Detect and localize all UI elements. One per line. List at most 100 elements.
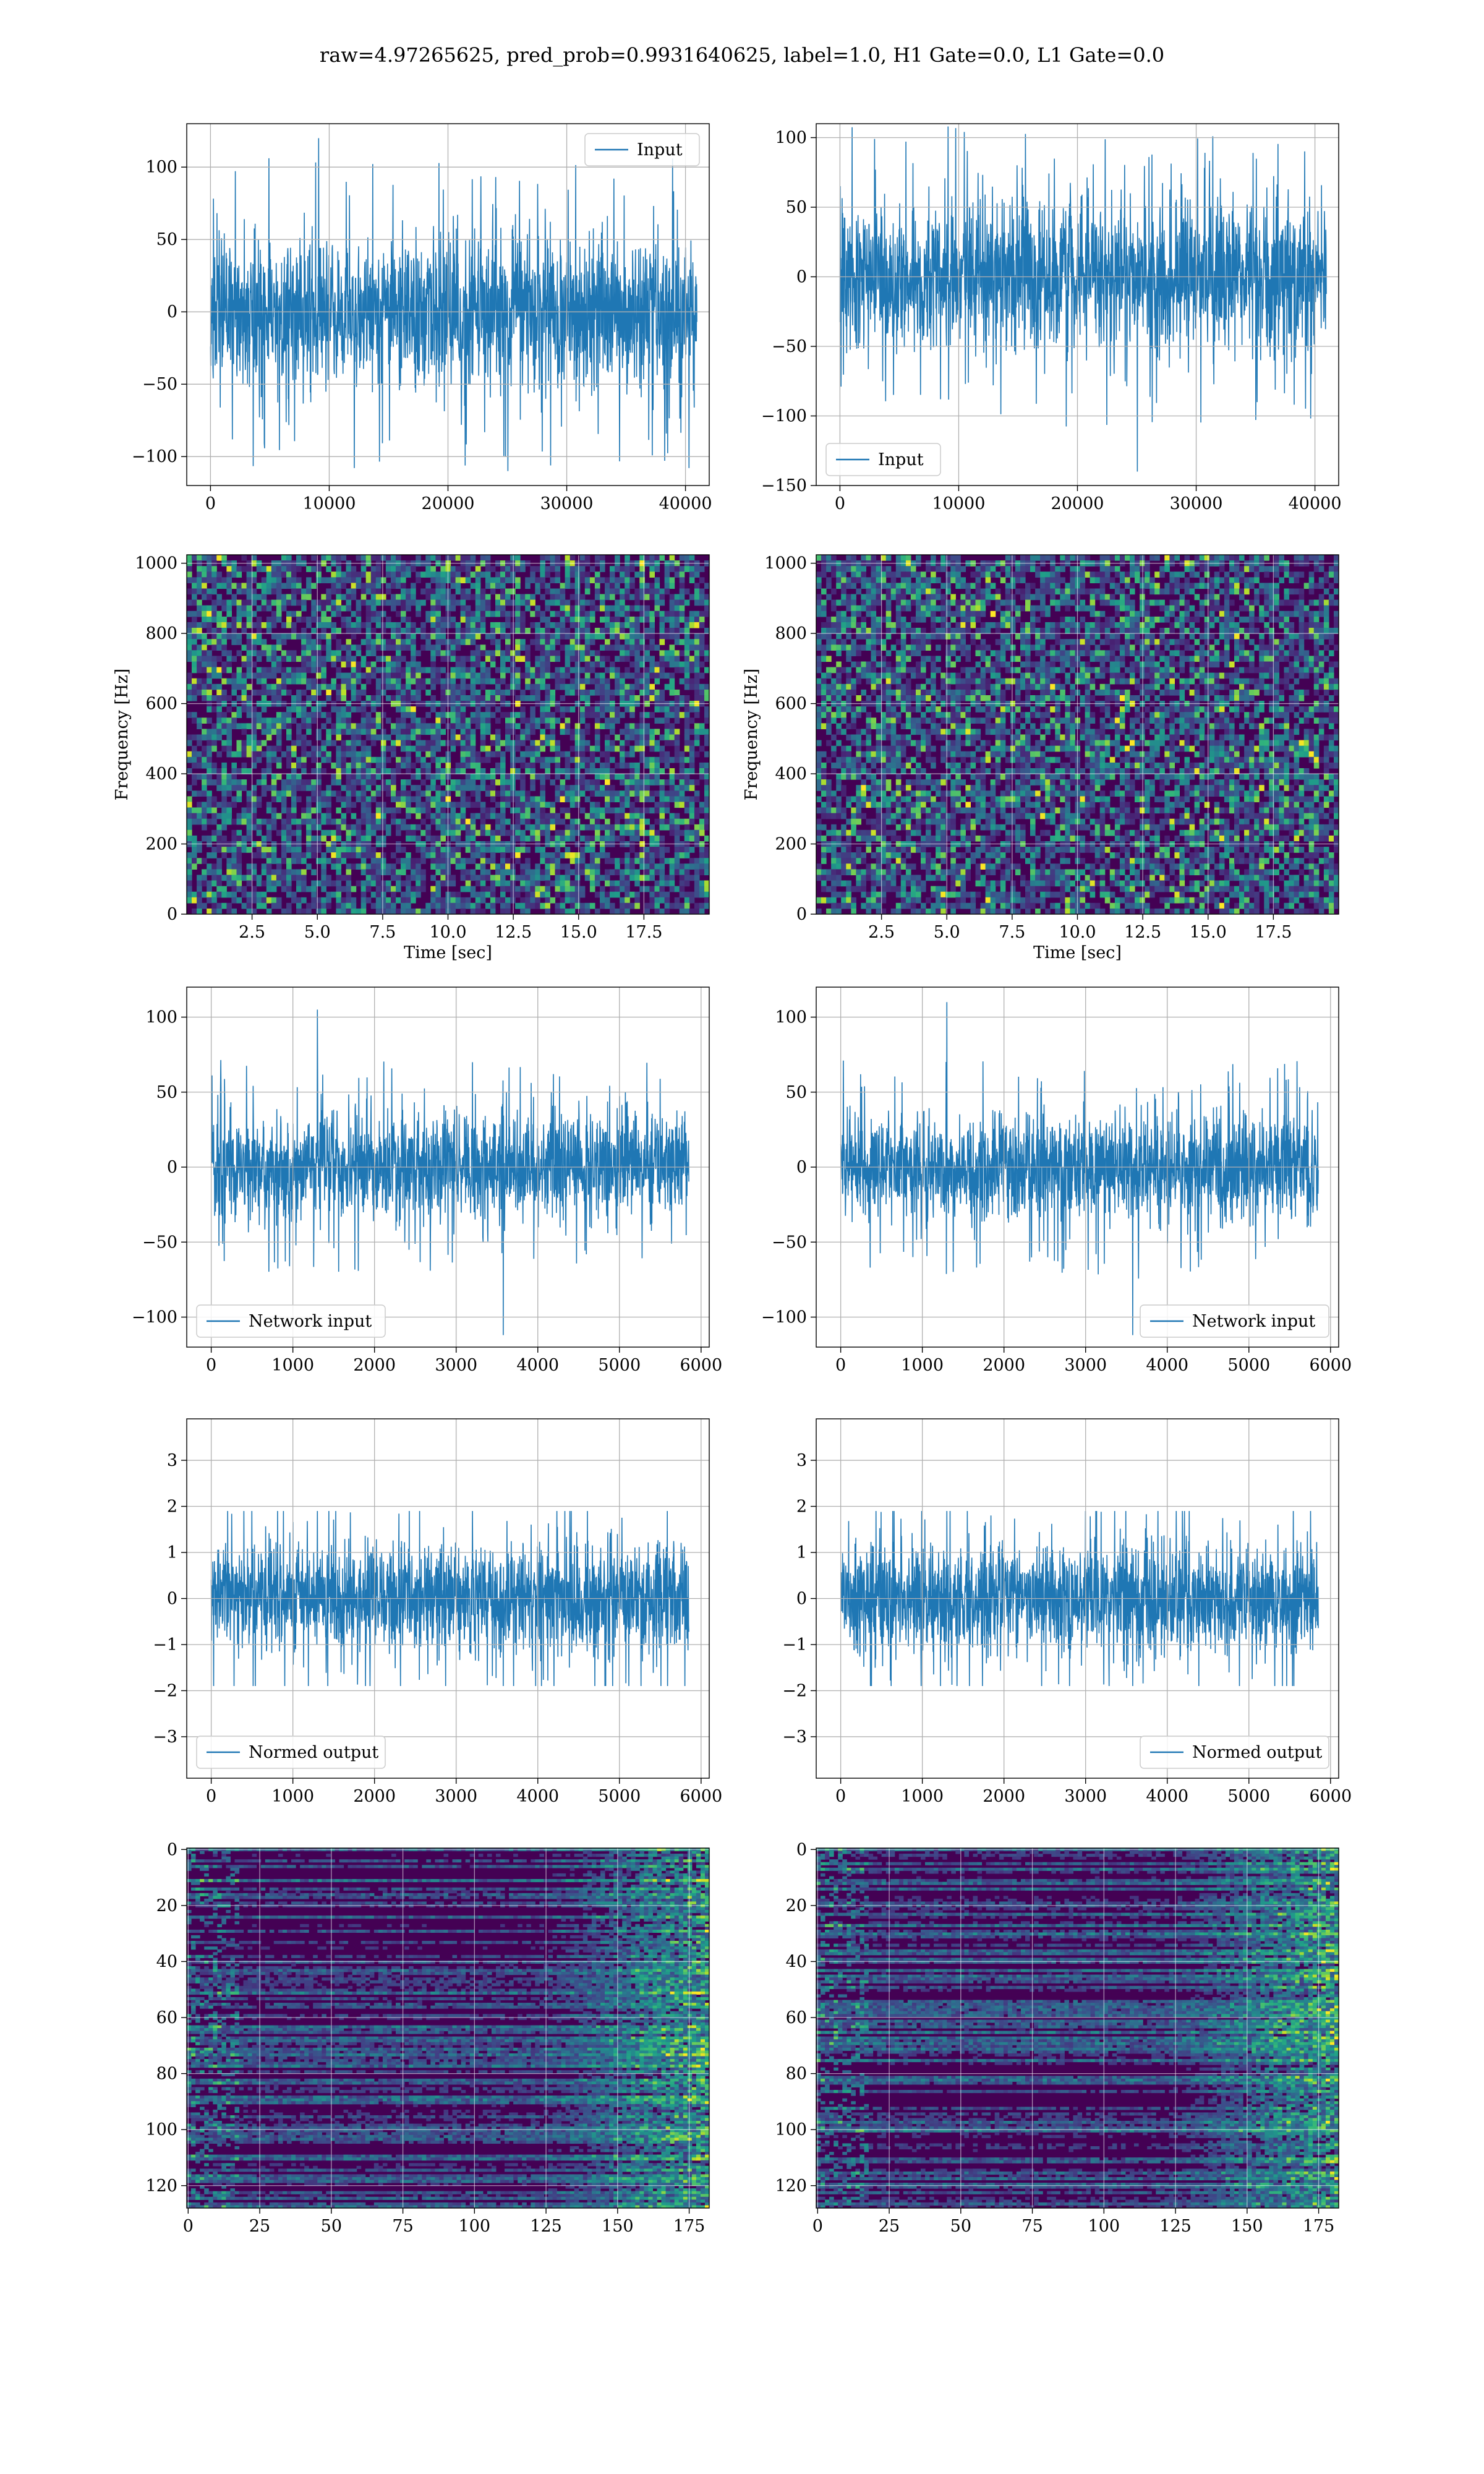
y-tick-label: 200 [145, 835, 177, 854]
heatmap-cell [351, 829, 357, 836]
heatmap-cell [360, 706, 367, 713]
heatmap-cell [281, 779, 287, 785]
heatmap-cell [236, 835, 242, 842]
heatmap-cell [569, 869, 576, 876]
heatmap-cell [246, 583, 252, 589]
heatmap-cell [589, 902, 595, 909]
heatmap-cell [301, 644, 307, 651]
heatmap-cell [480, 717, 486, 724]
heatmap-cell [331, 774, 336, 780]
y-tick-label: 50 [786, 198, 807, 217]
heatmap-cell [276, 644, 282, 651]
heatmap-cell [346, 751, 352, 758]
heatmap-cell [301, 785, 307, 791]
heatmap-cell [470, 689, 476, 696]
heatmap-cell [620, 577, 625, 583]
heatmap-cell [535, 824, 540, 831]
heatmap-cell [530, 897, 535, 904]
heatmap-cell [336, 644, 341, 651]
heatmap-cell [679, 756, 685, 763]
heatmap-cell [236, 852, 242, 858]
heatmap-cell [326, 588, 331, 595]
heatmap-cell [520, 695, 526, 701]
heatmap-cell [246, 650, 252, 656]
heatmap-cell [236, 712, 242, 718]
heatmap-cell [605, 734, 610, 741]
heatmap-cell [207, 661, 212, 668]
heatmap-cell [615, 818, 620, 825]
heatmap-cell [416, 678, 421, 685]
heatmap-cell [226, 661, 232, 668]
heatmap-cell [211, 695, 217, 701]
heatmap-cell [634, 835, 640, 842]
heatmap-cell [684, 745, 690, 752]
heatmap-cell [525, 672, 531, 679]
heatmap-cell [251, 852, 257, 858]
heatmap-cell [450, 555, 456, 561]
heatmap-cell [271, 897, 277, 904]
heatmap-cell [555, 571, 561, 578]
heatmap-cell [416, 796, 421, 803]
heatmap-cell [351, 583, 357, 589]
heatmap-cell [296, 729, 302, 735]
heatmap-cell [396, 908, 401, 914]
heatmap-cell [550, 835, 556, 842]
heatmap-cell [226, 706, 232, 713]
heatmap-cell [505, 616, 511, 623]
heatmap-cell [401, 762, 406, 769]
heatmap-cell [380, 656, 386, 662]
legend: Input [584, 133, 700, 166]
heatmap-cell [356, 818, 362, 825]
heatmap-cell [326, 829, 331, 836]
heatmap-cell [286, 790, 292, 797]
heatmap-cell [231, 835, 237, 842]
heatmap-cell [525, 813, 531, 820]
heatmap-cell [236, 829, 242, 836]
heatmap-cell [525, 880, 531, 887]
heatmap-cell [346, 706, 352, 713]
heatmap-cell [629, 712, 635, 718]
heatmap-cell [510, 897, 516, 904]
heatmap-cell [192, 650, 197, 656]
heatmap-cell [540, 644, 545, 651]
heatmap-cell [600, 762, 605, 769]
heatmap-cell [380, 751, 386, 758]
heatmap-cell [301, 756, 307, 763]
heatmap-cell [674, 847, 680, 853]
heatmap-cell [679, 751, 685, 758]
heatmap-cell [654, 891, 660, 898]
heatmap-cell [401, 802, 406, 808]
heatmap-cell [610, 628, 615, 634]
heatmap-cell [416, 689, 421, 696]
heatmap-cell [187, 577, 192, 583]
heatmap-cell [664, 779, 670, 785]
heatmap-cell [192, 644, 197, 651]
heatmap-cell [515, 756, 521, 763]
heatmap-cell [490, 813, 496, 820]
heatmap-cell [455, 902, 461, 909]
heatmap-cell [530, 712, 535, 718]
heatmap-cell [301, 650, 307, 656]
heatmap-cell [216, 695, 222, 701]
heatmap-cell [515, 818, 521, 825]
heatmap-cell [411, 863, 416, 870]
heatmap-cell [346, 678, 352, 685]
heatmap-cell [316, 683, 322, 690]
heatmap-cell [654, 880, 660, 887]
heatmap-cell [684, 852, 690, 858]
heatmap-cell [271, 779, 277, 785]
heatmap-cell [226, 729, 232, 735]
heatmap-cell [385, 683, 391, 690]
heatmap-cell [465, 656, 471, 662]
heatmap-cell [659, 835, 665, 842]
heatmap-cell [470, 712, 476, 718]
heatmap-cell [346, 729, 352, 735]
heatmap-cell [455, 712, 461, 718]
heatmap-cell [565, 756, 571, 763]
heatmap-cell [385, 869, 391, 876]
heatmap-cell [674, 734, 680, 741]
heatmap-cell [495, 667, 501, 674]
heatmap-cell [545, 723, 550, 729]
heatmap-cell [664, 902, 670, 909]
heatmap-cell [251, 706, 257, 713]
